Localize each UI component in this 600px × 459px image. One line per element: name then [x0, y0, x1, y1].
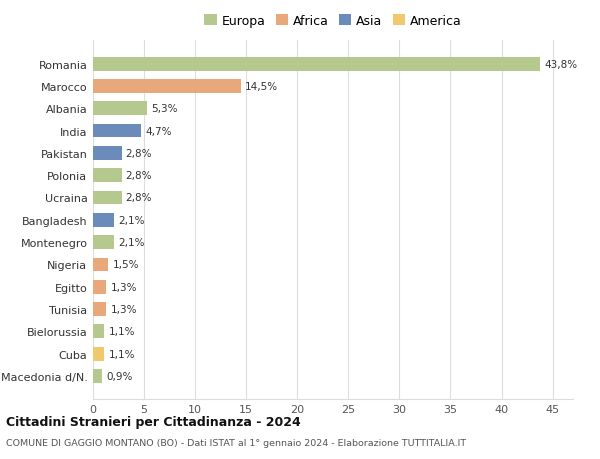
Text: 2,8%: 2,8% — [125, 149, 152, 158]
Bar — [93, 191, 122, 205]
Bar — [93, 347, 104, 361]
Bar — [93, 80, 241, 94]
Text: 5,3%: 5,3% — [151, 104, 178, 114]
Text: 2,8%: 2,8% — [125, 193, 152, 203]
Text: COMUNE DI GAGGIO MONTANO (BO) - Dati ISTAT al 1° gennaio 2024 - Elaborazione TUT: COMUNE DI GAGGIO MONTANO (BO) - Dati IST… — [6, 438, 466, 448]
Bar — [93, 124, 141, 138]
Text: 1,1%: 1,1% — [109, 349, 135, 359]
Text: 1,3%: 1,3% — [110, 282, 137, 292]
Text: 1,5%: 1,5% — [112, 260, 139, 270]
Text: 1,3%: 1,3% — [110, 304, 137, 314]
Text: 2,1%: 2,1% — [119, 238, 145, 247]
Bar — [93, 169, 122, 183]
Bar — [93, 235, 115, 250]
Bar — [93, 213, 115, 227]
Bar — [93, 280, 106, 294]
Text: Cittadini Stranieri per Cittadinanza - 2024: Cittadini Stranieri per Cittadinanza - 2… — [6, 415, 301, 428]
Bar — [93, 258, 109, 272]
Bar — [93, 102, 147, 116]
Bar — [93, 57, 541, 72]
Bar — [93, 146, 122, 161]
Legend: Europa, Africa, Asia, America: Europa, Africa, Asia, America — [204, 15, 462, 28]
Text: 0,9%: 0,9% — [106, 371, 133, 381]
Text: 2,1%: 2,1% — [119, 215, 145, 225]
Bar — [93, 369, 102, 383]
Text: 43,8%: 43,8% — [544, 60, 578, 69]
Bar — [93, 302, 106, 316]
Text: 2,8%: 2,8% — [125, 171, 152, 181]
Text: 14,5%: 14,5% — [245, 82, 278, 92]
Bar — [93, 325, 104, 339]
Text: 4,7%: 4,7% — [145, 126, 172, 136]
Text: 1,1%: 1,1% — [109, 327, 135, 336]
